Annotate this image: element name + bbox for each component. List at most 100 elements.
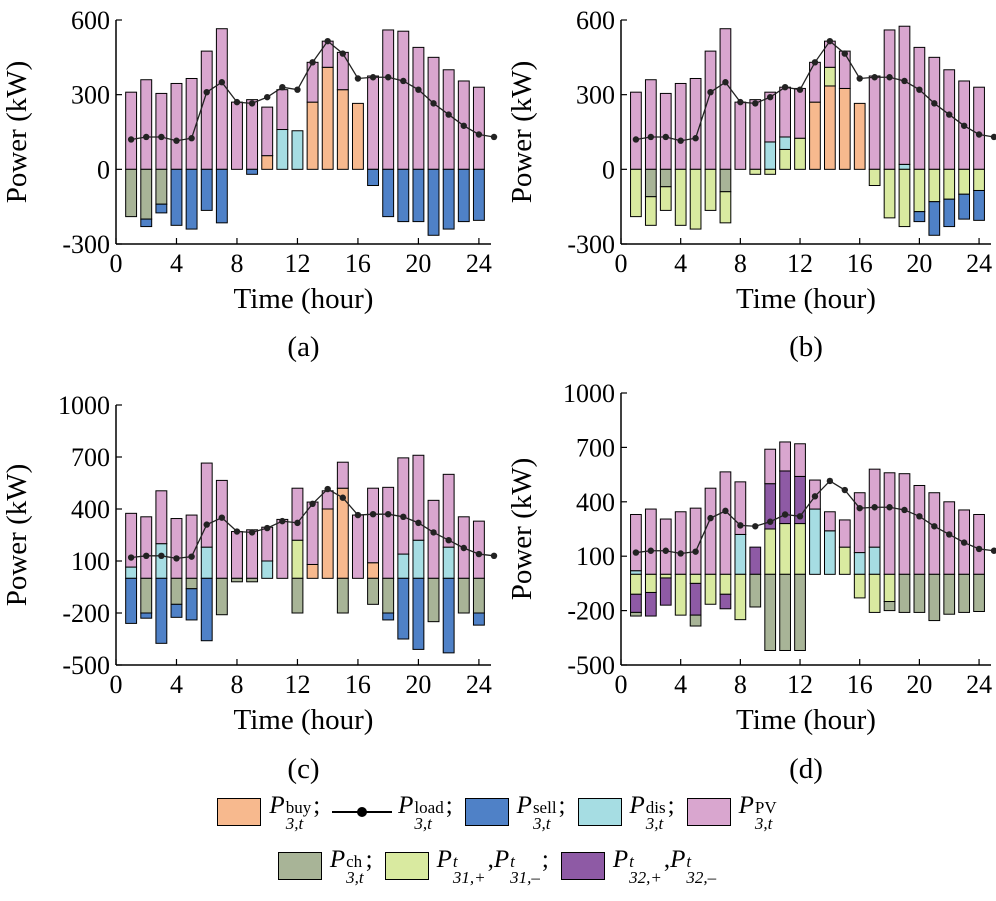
- load-point-h4: [173, 555, 180, 562]
- y-axis-label: Power (kW): [1, 464, 33, 607]
- load-point-h7: [722, 507, 729, 515]
- x-axis-label: Time (hour): [234, 704, 374, 736]
- bar-pv-h8: [734, 481, 747, 535]
- bar-sell-h22: [943, 198, 956, 228]
- x-tick-label: 4: [674, 249, 687, 278]
- x-tick-label: 4: [674, 670, 687, 699]
- load-point-h24: [475, 550, 483, 558]
- bar-ch-h21: [427, 577, 440, 623]
- load-point-h23: [460, 544, 467, 552]
- load-point-h1: [632, 549, 640, 556]
- bar-dis-h11: [779, 136, 791, 150]
- bar-ch-h3: [155, 168, 168, 205]
- bar-p31-h19: [898, 168, 911, 228]
- x-tick-label: 20: [906, 670, 932, 699]
- bar-pv-h2: [644, 508, 657, 575]
- load-point-h7: [722, 79, 729, 86]
- x-tick-label: 4: [170, 249, 183, 278]
- load-point-h6: [203, 521, 210, 528]
- bar-ch-h8: [231, 577, 243, 583]
- load-point-h12: [294, 519, 301, 527]
- bar-sell-h5: [185, 168, 198, 230]
- y-tick-label: 400: [71, 495, 110, 524]
- bar-pv-h18: [883, 472, 896, 575]
- bar-sell-h24: [472, 168, 485, 221]
- y-tick-label: -500: [567, 651, 615, 680]
- y-tick-label: 300: [576, 81, 615, 110]
- bar-p31-h14: [824, 66, 836, 87]
- legend-swatch-pv: [686, 798, 731, 826]
- bar-ch-h2: [644, 168, 657, 198]
- bar-ch-h24: [472, 577, 485, 614]
- bar-p31-h4: [674, 573, 687, 616]
- bar-pv-h9: [246, 529, 259, 579]
- bar-sell-h2: [140, 218, 153, 228]
- bar-pv-h1: [125, 91, 138, 170]
- x-tick-label: 0: [110, 670, 123, 699]
- bar-p31-h24: [973, 168, 985, 191]
- panel-caption: (d): [789, 753, 823, 785]
- bar-sell-h24: [472, 612, 485, 626]
- bar-ch-h2: [140, 577, 153, 614]
- bar-sell-h6: [200, 577, 213, 642]
- bar-p31-h16: [853, 573, 866, 599]
- load-point-h16: [354, 75, 362, 82]
- bar-pv-h24: [472, 520, 485, 579]
- load-point-h8: [233, 528, 241, 535]
- load-point-h5: [188, 553, 195, 560]
- load-point-h24: [975, 545, 983, 553]
- bar-pv-h13: [306, 501, 319, 565]
- load-point-h2: [647, 133, 655, 141]
- bar-p31-h17: [868, 573, 881, 613]
- bar-pv-h1: [125, 512, 138, 568]
- bar-dis-h11: [276, 129, 289, 170]
- y-tick-label: 700: [71, 443, 110, 472]
- x-tick-label: 0: [615, 249, 628, 278]
- load-point-h18: [384, 74, 392, 81]
- bar-pv-h21: [427, 56, 440, 170]
- x-axis-label: Time (hour): [234, 283, 374, 315]
- load-point-h8: [233, 98, 241, 106]
- load-point-h25: [490, 133, 498, 141]
- bar-sell-h6: [200, 168, 213, 211]
- bar-pv-h6: [704, 50, 717, 170]
- bar-ch-h18: [382, 577, 395, 614]
- y-tick-label: -500: [62, 651, 110, 680]
- bar-dis-h14: [824, 530, 836, 575]
- load-point-h12: [294, 86, 301, 93]
- bar-dis-h10: [764, 141, 777, 170]
- load-point-h4: [677, 137, 684, 144]
- load-point-h25: [990, 133, 996, 141]
- bar-dis-h10: [261, 560, 274, 579]
- bar-ch-h10: [764, 573, 777, 651]
- load-point-h19: [901, 506, 908, 514]
- bar-p31-h6: [704, 573, 717, 605]
- load-point-h2: [647, 547, 655, 554]
- bar-ch-h15: [336, 577, 349, 614]
- load-point-h20: [415, 86, 422, 93]
- load-point-h9: [248, 100, 256, 107]
- bar-pv-h14: [824, 511, 836, 532]
- bar-pv-h16: [853, 492, 866, 554]
- load-point-h25: [490, 552, 498, 559]
- load-point-h25: [990, 547, 996, 554]
- bar-p31-h17: [868, 168, 881, 187]
- bar-dis-h1: [630, 570, 642, 575]
- load-point-h20: [916, 513, 923, 520]
- bar-p31-h6: [704, 168, 717, 211]
- bar-sell-h19: [397, 168, 410, 223]
- bar-pv-h10: [764, 448, 777, 485]
- bar-dis-h3: [155, 543, 168, 579]
- bar-pv-h7: [215, 28, 228, 170]
- bar-p31-h11: [779, 523, 791, 575]
- bar-pv-h21: [928, 56, 941, 170]
- bar-ch-h21: [928, 573, 941, 622]
- load-point-h8: [737, 98, 744, 106]
- y-tick-label: 100: [576, 542, 615, 571]
- bar-p32-h5: [689, 582, 702, 616]
- load-point-h1: [127, 136, 135, 143]
